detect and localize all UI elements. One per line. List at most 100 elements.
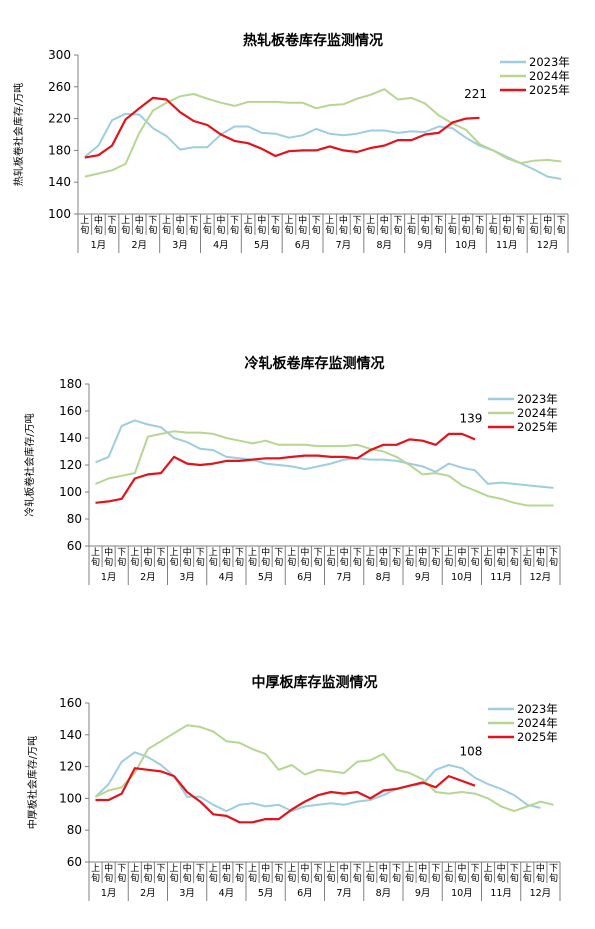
- x-subcategory-label: 旬: [484, 556, 493, 568]
- x-subcategory-label: 旬: [557, 224, 566, 236]
- x-subcategory-label: 旬: [502, 224, 511, 236]
- y-tick-label: 60: [67, 539, 82, 553]
- x-subcategory-label: 上: [529, 215, 538, 226]
- x-subcategory-label: 旬: [235, 556, 244, 568]
- x-month-label: 1月: [91, 240, 107, 251]
- x-subcategory-label: 上: [287, 547, 296, 558]
- x-subcategory-label: 旬: [130, 556, 139, 568]
- x-subcategory-label: 旬: [313, 556, 322, 568]
- x-subcategory-label: 旬: [392, 872, 401, 884]
- x-month-label: 4月: [219, 888, 235, 899]
- x-subcategory-label: 旬: [104, 556, 113, 568]
- chart-title: 中厚板库存监测情况: [252, 674, 378, 691]
- x-subcategory-label: 中: [457, 546, 466, 558]
- x-subcategory-label: 上: [284, 215, 293, 226]
- x-subcategory-label: 旬: [339, 224, 348, 236]
- x-subcategory-label: 下: [392, 864, 401, 874]
- chart-title: 冷轧板卷库存监测情况: [245, 355, 385, 372]
- x-subcategory-label: 旬: [379, 872, 388, 884]
- x-subcategory-label: 中: [339, 214, 348, 226]
- x-month-label: 8月: [376, 572, 392, 583]
- series-line-2025年: [95, 767, 476, 824]
- x-subcategory-label: 旬: [257, 224, 266, 236]
- x-subcategory-label: 上: [130, 863, 139, 874]
- x-subcategory-label: 下: [117, 548, 126, 558]
- x-subcategory-label: 上: [325, 215, 334, 226]
- x-subcategory-label: 旬: [196, 872, 205, 884]
- x-subcategory-label: 中: [261, 546, 270, 558]
- x-subcategory-label: 中: [502, 214, 511, 226]
- y-tick-label: 100: [59, 485, 82, 499]
- x-subcategory-label: 旬: [248, 556, 257, 568]
- x-month-label: 11月: [496, 240, 518, 251]
- x-subcategory-label: 旬: [418, 556, 427, 568]
- legend-label: 2023年: [529, 55, 570, 69]
- x-subcategory-label: 下: [516, 216, 525, 226]
- y-tick-label: 180: [48, 143, 71, 157]
- x-subcategory-label: 旬: [327, 872, 336, 884]
- x-subcategory-label: 旬: [366, 224, 375, 236]
- x-subcategory-label: 旬: [274, 556, 283, 568]
- legend-label: 2025年: [529, 83, 570, 97]
- y-axis-label: 中厚板社会库存/万吨: [26, 736, 39, 829]
- x-subcategory-label: 中: [340, 862, 349, 874]
- y-tick-label: 120: [59, 458, 82, 472]
- x-subcategory-label: 旬: [536, 872, 545, 884]
- x-subcategory-label: 上: [170, 547, 179, 558]
- x-subcategory-label: 中: [261, 862, 270, 874]
- x-subcategory-label: 中: [104, 862, 113, 874]
- x-subcategory-label: 上: [244, 215, 253, 226]
- x-month-label: 3月: [172, 240, 188, 251]
- x-month-label: 9月: [417, 240, 433, 251]
- x-month-label: 12月: [530, 572, 552, 583]
- x-subcategory-label: 下: [189, 216, 198, 226]
- x-subcategory-label: 旬: [203, 224, 212, 236]
- y-tick-label: 220: [48, 112, 71, 126]
- x-subcategory-label: 旬: [300, 556, 309, 568]
- x-month-label: 11月: [490, 888, 512, 899]
- x-subcategory-label: 旬: [312, 224, 321, 236]
- x-month-label: 12月: [537, 240, 559, 251]
- x-subcategory-label: 旬: [327, 556, 336, 568]
- x-subcategory-label: 中: [143, 862, 152, 874]
- y-tick-label: 80: [67, 512, 82, 526]
- x-subcategory-label: 下: [235, 548, 244, 558]
- x-subcategory-label: 旬: [313, 872, 322, 884]
- x-subcategory-label: 旬: [431, 872, 440, 884]
- x-subcategory-label: 下: [393, 216, 402, 226]
- x-subcategory-label: 下: [230, 216, 239, 226]
- x-subcategory-label: 下: [557, 216, 566, 226]
- x-subcategory-label: 旬: [523, 872, 532, 884]
- x-subcategory-label: 中: [298, 214, 307, 226]
- x-subcategory-label: 旬: [143, 556, 152, 568]
- legend-label: 2025年: [517, 420, 558, 434]
- legend-label: 2024年: [529, 69, 570, 83]
- x-subcategory-label: 旬: [162, 224, 171, 236]
- y-tick-label: 260: [48, 80, 71, 94]
- x-subcategory-label: 下: [549, 864, 558, 874]
- y-tick-label: 80: [67, 823, 82, 837]
- x-subcategory-label: 下: [312, 216, 321, 226]
- y-axis-label: 冷轧板卷社会库存/万吨: [23, 413, 36, 516]
- x-subcategory-label: 旬: [434, 224, 443, 236]
- series-line-2024年: [84, 88, 562, 178]
- series-line-2024年: [95, 430, 554, 507]
- x-subcategory-label: 下: [196, 864, 205, 874]
- x-subcategory-label: 旬: [117, 556, 126, 568]
- x-subcategory-label: 上: [405, 547, 414, 558]
- x-subcategory-label: 下: [313, 548, 322, 558]
- x-subcategory-label: 下: [470, 864, 479, 874]
- x-subcategory-label: 旬: [475, 224, 484, 236]
- x-subcategory-label: 下: [470, 548, 479, 558]
- x-subcategory-label: 上: [366, 215, 375, 226]
- y-tick-label: 60: [67, 855, 82, 869]
- x-subcategory-label: 旬: [189, 224, 198, 236]
- series-line-2023年: [84, 112, 562, 180]
- y-tick-label: 180: [59, 377, 82, 391]
- x-subcategory-label: 中: [222, 546, 231, 558]
- x-month-label: 4月: [213, 240, 229, 251]
- x-subcategory-label: 旬: [287, 556, 296, 568]
- x-subcategory-label: 上: [248, 547, 257, 558]
- x-subcategory-label: 上: [130, 547, 139, 558]
